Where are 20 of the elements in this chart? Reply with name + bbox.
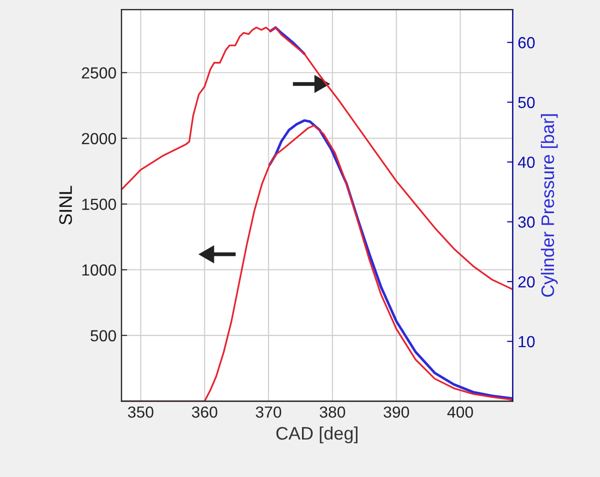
- y2-tick-label: 60: [518, 37, 535, 48]
- x-tick-label: 390: [384, 406, 410, 418]
- y2-tick-label: 50: [518, 96, 535, 108]
- x-tick-label: 370: [256, 406, 282, 418]
- y-tick-label: 500: [90, 330, 116, 342]
- y2-tick-label: 10: [518, 336, 535, 348]
- y-axis-title: SINL: [59, 186, 72, 225]
- y2-axis-title: Cylinder Pressure [bar]: [540, 114, 558, 297]
- x-tick-label: 380: [320, 406, 346, 418]
- x-axis-title: CAD [deg]: [276, 426, 358, 444]
- y2-tick-label: 40: [518, 156, 535, 168]
- y-tick-label: 2000: [82, 132, 116, 144]
- y-tick-label: 2500: [82, 67, 116, 79]
- x-tick-label: 360: [192, 406, 218, 418]
- y-tick-label: 1500: [82, 198, 116, 210]
- y-tick-label: 1000: [82, 264, 116, 276]
- y2-tick-label: 30: [518, 216, 535, 228]
- x-tick-label: 350: [128, 406, 154, 418]
- x-tick-label: 400: [447, 406, 473, 418]
- y2-tick-label: 20: [518, 276, 535, 288]
